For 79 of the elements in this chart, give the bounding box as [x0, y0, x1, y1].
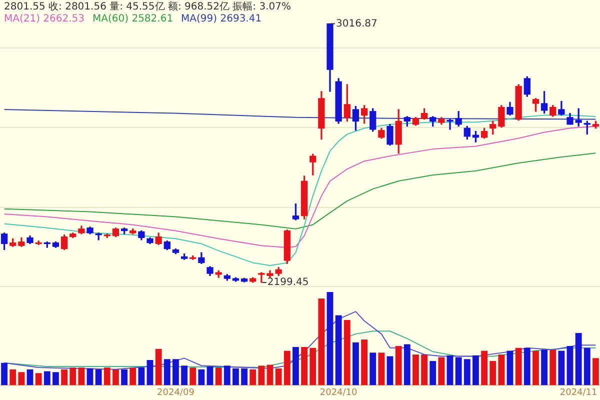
bar: [95, 369, 102, 386]
bar: [258, 366, 265, 386]
bar: [70, 367, 76, 386]
bar: [498, 354, 505, 386]
bar: [532, 350, 539, 386]
text: 2801.55 收: 2801.56 量: 45.55亿 额: 968.52亿 振幅: 3.07%: [4, 0, 291, 13]
bar: [464, 359, 470, 386]
bar: [206, 366, 214, 386]
text: MA(99) 2693.41: [181, 14, 262, 25]
bar: [335, 315, 342, 386]
bar: [241, 368, 248, 386]
bar: [1, 362, 8, 386]
bar: [352, 342, 359, 386]
annotation: 3016.87: [336, 18, 378, 30]
bar: [344, 320, 350, 386]
bar: [566, 346, 574, 386]
bar: [198, 369, 205, 386]
bar: [181, 366, 188, 386]
bar: [310, 348, 316, 386]
bar: [361, 340, 368, 386]
bar: [284, 350, 290, 386]
bar: [146, 360, 154, 386]
bar: [386, 356, 394, 386]
bar: [438, 357, 445, 386]
bar: [301, 346, 308, 386]
bar: [78, 367, 85, 386]
bar: [224, 366, 230, 386]
bar: [112, 369, 119, 386]
bar: [481, 350, 488, 386]
x-tick-label: 2024/11: [560, 388, 598, 398]
bar: [130, 367, 136, 386]
bar: [26, 369, 34, 386]
bar: [61, 369, 68, 386]
bar: [575, 333, 582, 386]
bar: [584, 348, 590, 386]
annotation: 2199.45: [267, 277, 309, 288]
bar: [446, 355, 454, 386]
bar: [215, 367, 222, 386]
bar: [506, 350, 514, 386]
bar: [490, 360, 496, 386]
bar: [326, 292, 334, 386]
bar: [172, 359, 179, 386]
bar: [190, 367, 196, 386]
bar: [378, 352, 385, 386]
bar: [421, 354, 428, 386]
bar: [121, 369, 128, 386]
bar: [412, 354, 419, 386]
bar: [524, 348, 530, 386]
bar: [18, 372, 25, 386]
bar: [155, 348, 162, 386]
bar: [275, 368, 282, 386]
text: MA(60) 2582.61: [92, 14, 174, 25]
bar: [232, 368, 239, 386]
bar: [370, 352, 376, 386]
bar: [10, 369, 16, 386]
bar: [86, 368, 94, 386]
bar: [395, 346, 402, 386]
bar: [35, 373, 42, 386]
bar: [292, 346, 299, 386]
x-tick-label: 2024/09: [157, 388, 195, 398]
bar: [104, 367, 110, 386]
bar: [541, 350, 548, 386]
bar: [430, 360, 436, 386]
bar: [44, 371, 50, 386]
bar: [592, 358, 599, 386]
bar: [515, 348, 522, 386]
bar: [550, 350, 556, 386]
bar: [250, 369, 256, 386]
x-tick-label: 2024/10: [320, 388, 358, 398]
text: MA(21) 2662.53: [4, 14, 85, 25]
bar: [164, 359, 170, 386]
bar: [266, 364, 274, 386]
bar: [404, 344, 410, 386]
bar: [318, 298, 325, 386]
bar: [455, 357, 462, 386]
bar: [558, 350, 565, 386]
bar: [472, 355, 479, 386]
bar: [52, 372, 59, 386]
bar: [138, 367, 145, 386]
